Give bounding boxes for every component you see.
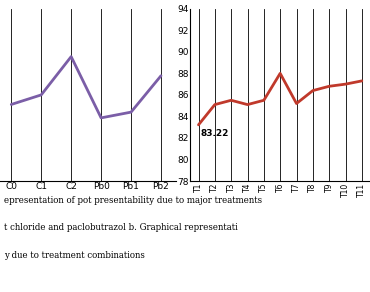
Text: epresentation of pot presentability due to major treatments: epresentation of pot presentability due …: [4, 196, 262, 205]
Text: y due to treatment combinations: y due to treatment combinations: [4, 251, 145, 260]
Text: t chloride and paclobutrazol b. Graphical representati: t chloride and paclobutrazol b. Graphica…: [4, 223, 238, 232]
Text: a.: a.: [191, 0, 204, 2]
Text: 83.22: 83.22: [201, 128, 229, 138]
